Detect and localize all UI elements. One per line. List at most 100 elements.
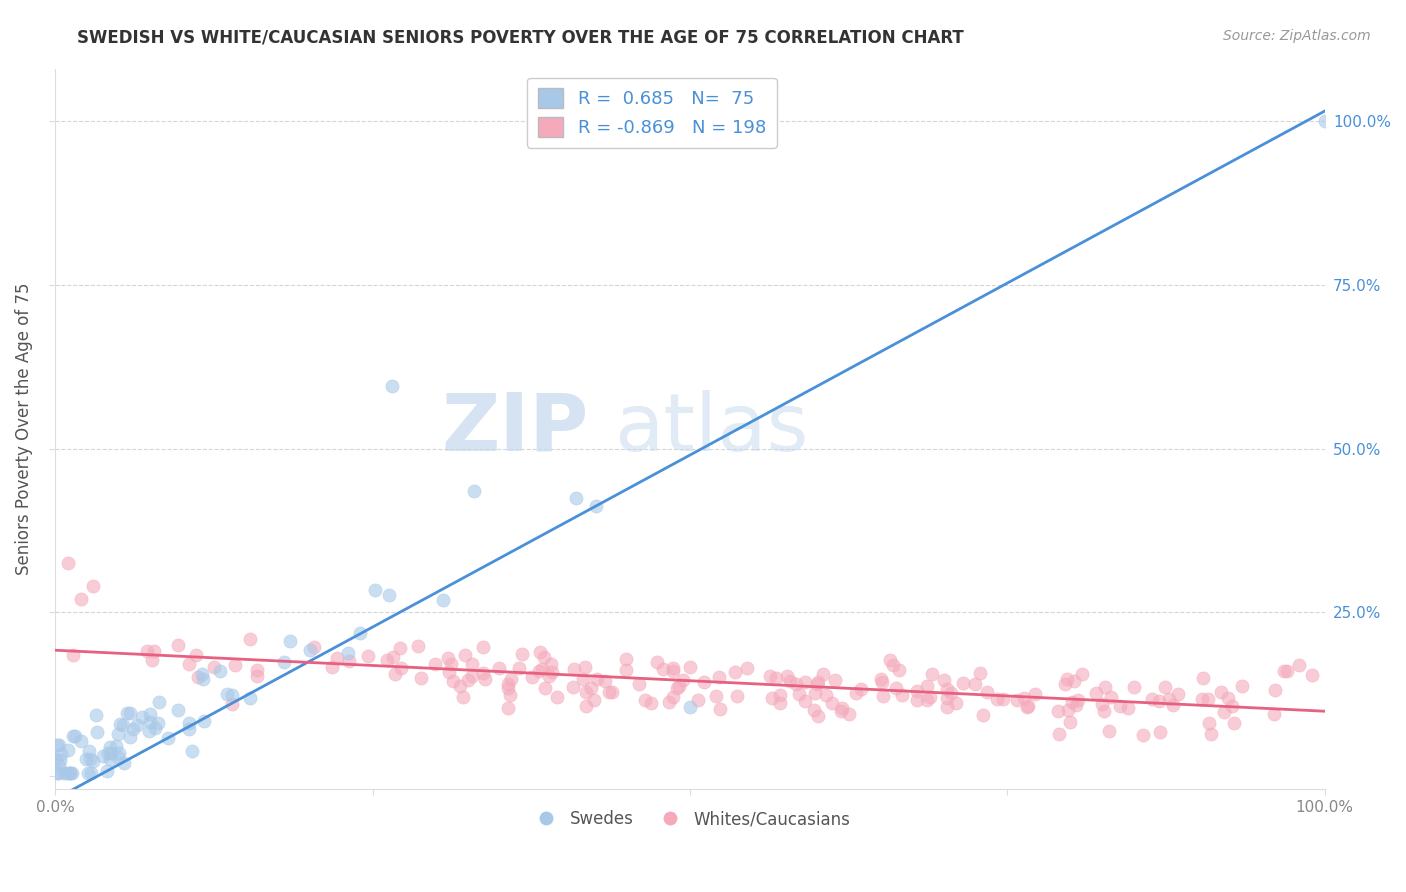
Point xyxy=(179,722,201,736)
Point xyxy=(579,681,602,695)
Point xyxy=(1116,700,1139,714)
Point xyxy=(120,706,142,721)
Point xyxy=(59,765,82,780)
Point xyxy=(508,660,530,674)
Point xyxy=(138,724,160,739)
Point xyxy=(69,592,91,607)
Point xyxy=(246,663,269,677)
Point xyxy=(882,658,904,673)
Point xyxy=(181,744,204,758)
Point xyxy=(918,690,941,704)
Point xyxy=(375,653,398,667)
Point xyxy=(46,765,69,780)
Point xyxy=(131,710,153,724)
Point xyxy=(512,647,534,661)
Point xyxy=(972,708,994,723)
Point xyxy=(437,665,460,679)
Point xyxy=(769,688,792,702)
Point xyxy=(869,672,891,686)
Point xyxy=(167,702,190,716)
Point xyxy=(321,660,343,674)
Point xyxy=(1062,695,1084,709)
Point xyxy=(141,653,163,667)
Point xyxy=(157,731,180,745)
Point xyxy=(49,747,72,762)
Point xyxy=(1056,703,1078,717)
Point xyxy=(785,677,807,691)
Point xyxy=(498,681,520,695)
Point xyxy=(562,662,585,676)
Point xyxy=(814,689,837,703)
Point xyxy=(432,593,454,607)
Point xyxy=(776,669,799,683)
Point xyxy=(541,665,564,679)
Point xyxy=(1149,725,1171,739)
Point xyxy=(107,749,129,764)
Point xyxy=(449,679,471,693)
Point xyxy=(1094,680,1116,694)
Point xyxy=(905,692,928,706)
Point xyxy=(661,661,683,675)
Point xyxy=(704,689,727,703)
Point xyxy=(56,765,79,780)
Point xyxy=(1191,691,1213,706)
Point xyxy=(668,679,690,693)
Point xyxy=(440,657,463,671)
Point xyxy=(423,657,446,671)
Point xyxy=(193,672,215,686)
Point xyxy=(463,484,485,499)
Point xyxy=(108,717,131,731)
Point xyxy=(191,666,214,681)
Point xyxy=(224,658,246,673)
Point xyxy=(1198,716,1220,731)
Point xyxy=(389,661,412,675)
Point xyxy=(146,715,169,730)
Point xyxy=(496,701,519,715)
Point xyxy=(1192,671,1215,685)
Point xyxy=(952,675,974,690)
Point xyxy=(202,660,225,674)
Point xyxy=(917,679,939,693)
Point xyxy=(1272,665,1295,679)
Point xyxy=(779,673,801,688)
Text: Source: ZipAtlas.com: Source: ZipAtlas.com xyxy=(1223,29,1371,43)
Point xyxy=(830,705,852,719)
Point xyxy=(574,659,596,673)
Point xyxy=(527,664,550,678)
Point xyxy=(1066,693,1088,707)
Point xyxy=(1123,680,1146,694)
Point xyxy=(1084,686,1107,700)
Point xyxy=(115,706,138,720)
Point xyxy=(187,669,209,683)
Point xyxy=(46,738,69,752)
Point xyxy=(471,666,494,681)
Point xyxy=(879,653,901,667)
Point xyxy=(661,690,683,705)
Point xyxy=(614,663,637,677)
Point xyxy=(474,672,496,686)
Point xyxy=(627,677,650,691)
Point xyxy=(461,657,484,671)
Point xyxy=(529,645,551,659)
Point xyxy=(105,739,128,754)
Point xyxy=(765,671,787,685)
Point xyxy=(939,686,962,700)
Point xyxy=(586,672,609,686)
Point xyxy=(454,648,477,662)
Point xyxy=(666,681,689,695)
Point xyxy=(59,765,82,780)
Point xyxy=(991,692,1014,706)
Point xyxy=(75,751,97,765)
Point xyxy=(381,379,404,393)
Point xyxy=(1313,114,1336,128)
Point xyxy=(921,667,943,681)
Point xyxy=(1163,698,1185,713)
Point xyxy=(571,672,593,686)
Point xyxy=(1064,698,1087,712)
Point xyxy=(107,727,129,741)
Point xyxy=(1132,728,1154,742)
Point xyxy=(49,753,72,767)
Point xyxy=(693,674,716,689)
Point xyxy=(357,648,380,663)
Point xyxy=(735,661,758,675)
